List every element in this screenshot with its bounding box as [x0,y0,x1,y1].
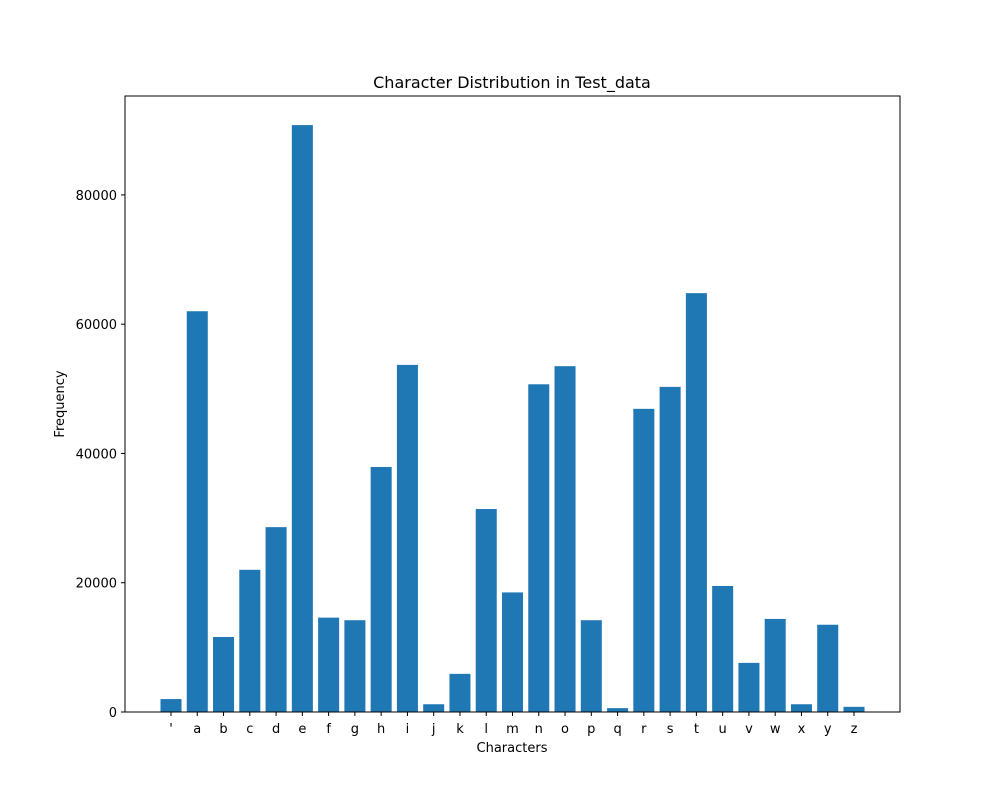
x-tick-label-22: v [745,722,753,737]
x-tick-label-26: z [851,722,858,737]
bar-17 [607,708,629,712]
x-tick-label-25: y [824,722,832,737]
bar-13 [501,592,524,712]
y-tick-label-2: 40000 [76,447,117,462]
bar-15 [554,366,576,712]
plot-frame [124,95,901,713]
bar-4 [265,527,287,712]
bar-25 [817,624,839,712]
bar-8 [370,467,392,712]
y-axis-label: Frequency [53,370,68,437]
x-tick-label-6: f [326,722,331,737]
x-tick-label-7: g [351,722,359,737]
bar-23 [764,618,786,712]
bar-2 [213,637,235,712]
x-tick-label-9: i [406,722,410,737]
bar-16 [580,620,602,712]
x-tick-label-12: l [484,722,488,737]
x-tick-label-0: ' [169,722,173,737]
bar-22 [738,662,760,712]
x-tick-label-3: c [246,722,253,737]
chart-title: Character Distribution in Test_data [373,73,651,93]
x-tick-label-1: a [193,722,201,737]
x-tick-label-18: r [641,722,647,737]
bar-21 [712,585,734,712]
bar-14 [528,384,550,712]
bar-11 [449,673,471,712]
x-tick-label-11: k [456,722,464,737]
bar-9 [396,364,418,712]
y-tick-label-0: 0 [109,706,117,721]
bar-7 [344,620,366,712]
x-tick-label-19: s [667,722,674,737]
x-tick-label-8: h [377,722,385,737]
x-tick-label-21: u [719,722,727,737]
bar-19 [659,386,681,712]
bar-1 [186,311,208,712]
x-axis-label: Characters [477,741,548,756]
bars-group [160,125,865,713]
x-tick-label-16: p [587,722,595,737]
bar-6 [318,617,340,712]
bar-10 [423,704,445,712]
x-ticks-group: ' a b c d e f g h i j k l m n o p q r s t u v w x y z [169,712,858,737]
x-tick-label-15: o [561,722,569,737]
y-tick-label-4: 80000 [76,189,117,204]
y-tick-label-1: 20000 [76,577,117,592]
x-tick-label-23: w [770,722,781,737]
x-tick-label-20: t [694,722,699,737]
x-tick-label-2: b [219,722,227,737]
bar-3 [239,569,261,712]
bar-5 [291,125,313,713]
bar-0 [160,699,182,712]
x-tick-label-4: d [272,722,280,737]
x-tick-label-17: q [613,722,621,737]
x-tick-label-5: e [298,722,306,737]
y-ticks-group: 0 20000 40000 60000 80000 [76,189,125,721]
bar-18 [633,408,655,712]
bar-20 [685,293,707,712]
x-tick-label-10: j [431,722,436,737]
bar-24 [790,704,812,712]
x-tick-label-13: m [506,722,519,737]
x-tick-label-14: n [535,722,543,737]
y-tick-label-3: 60000 [76,318,117,333]
bar-26 [843,706,865,712]
x-tick-label-24: x [798,722,806,737]
bar-12 [475,509,497,712]
